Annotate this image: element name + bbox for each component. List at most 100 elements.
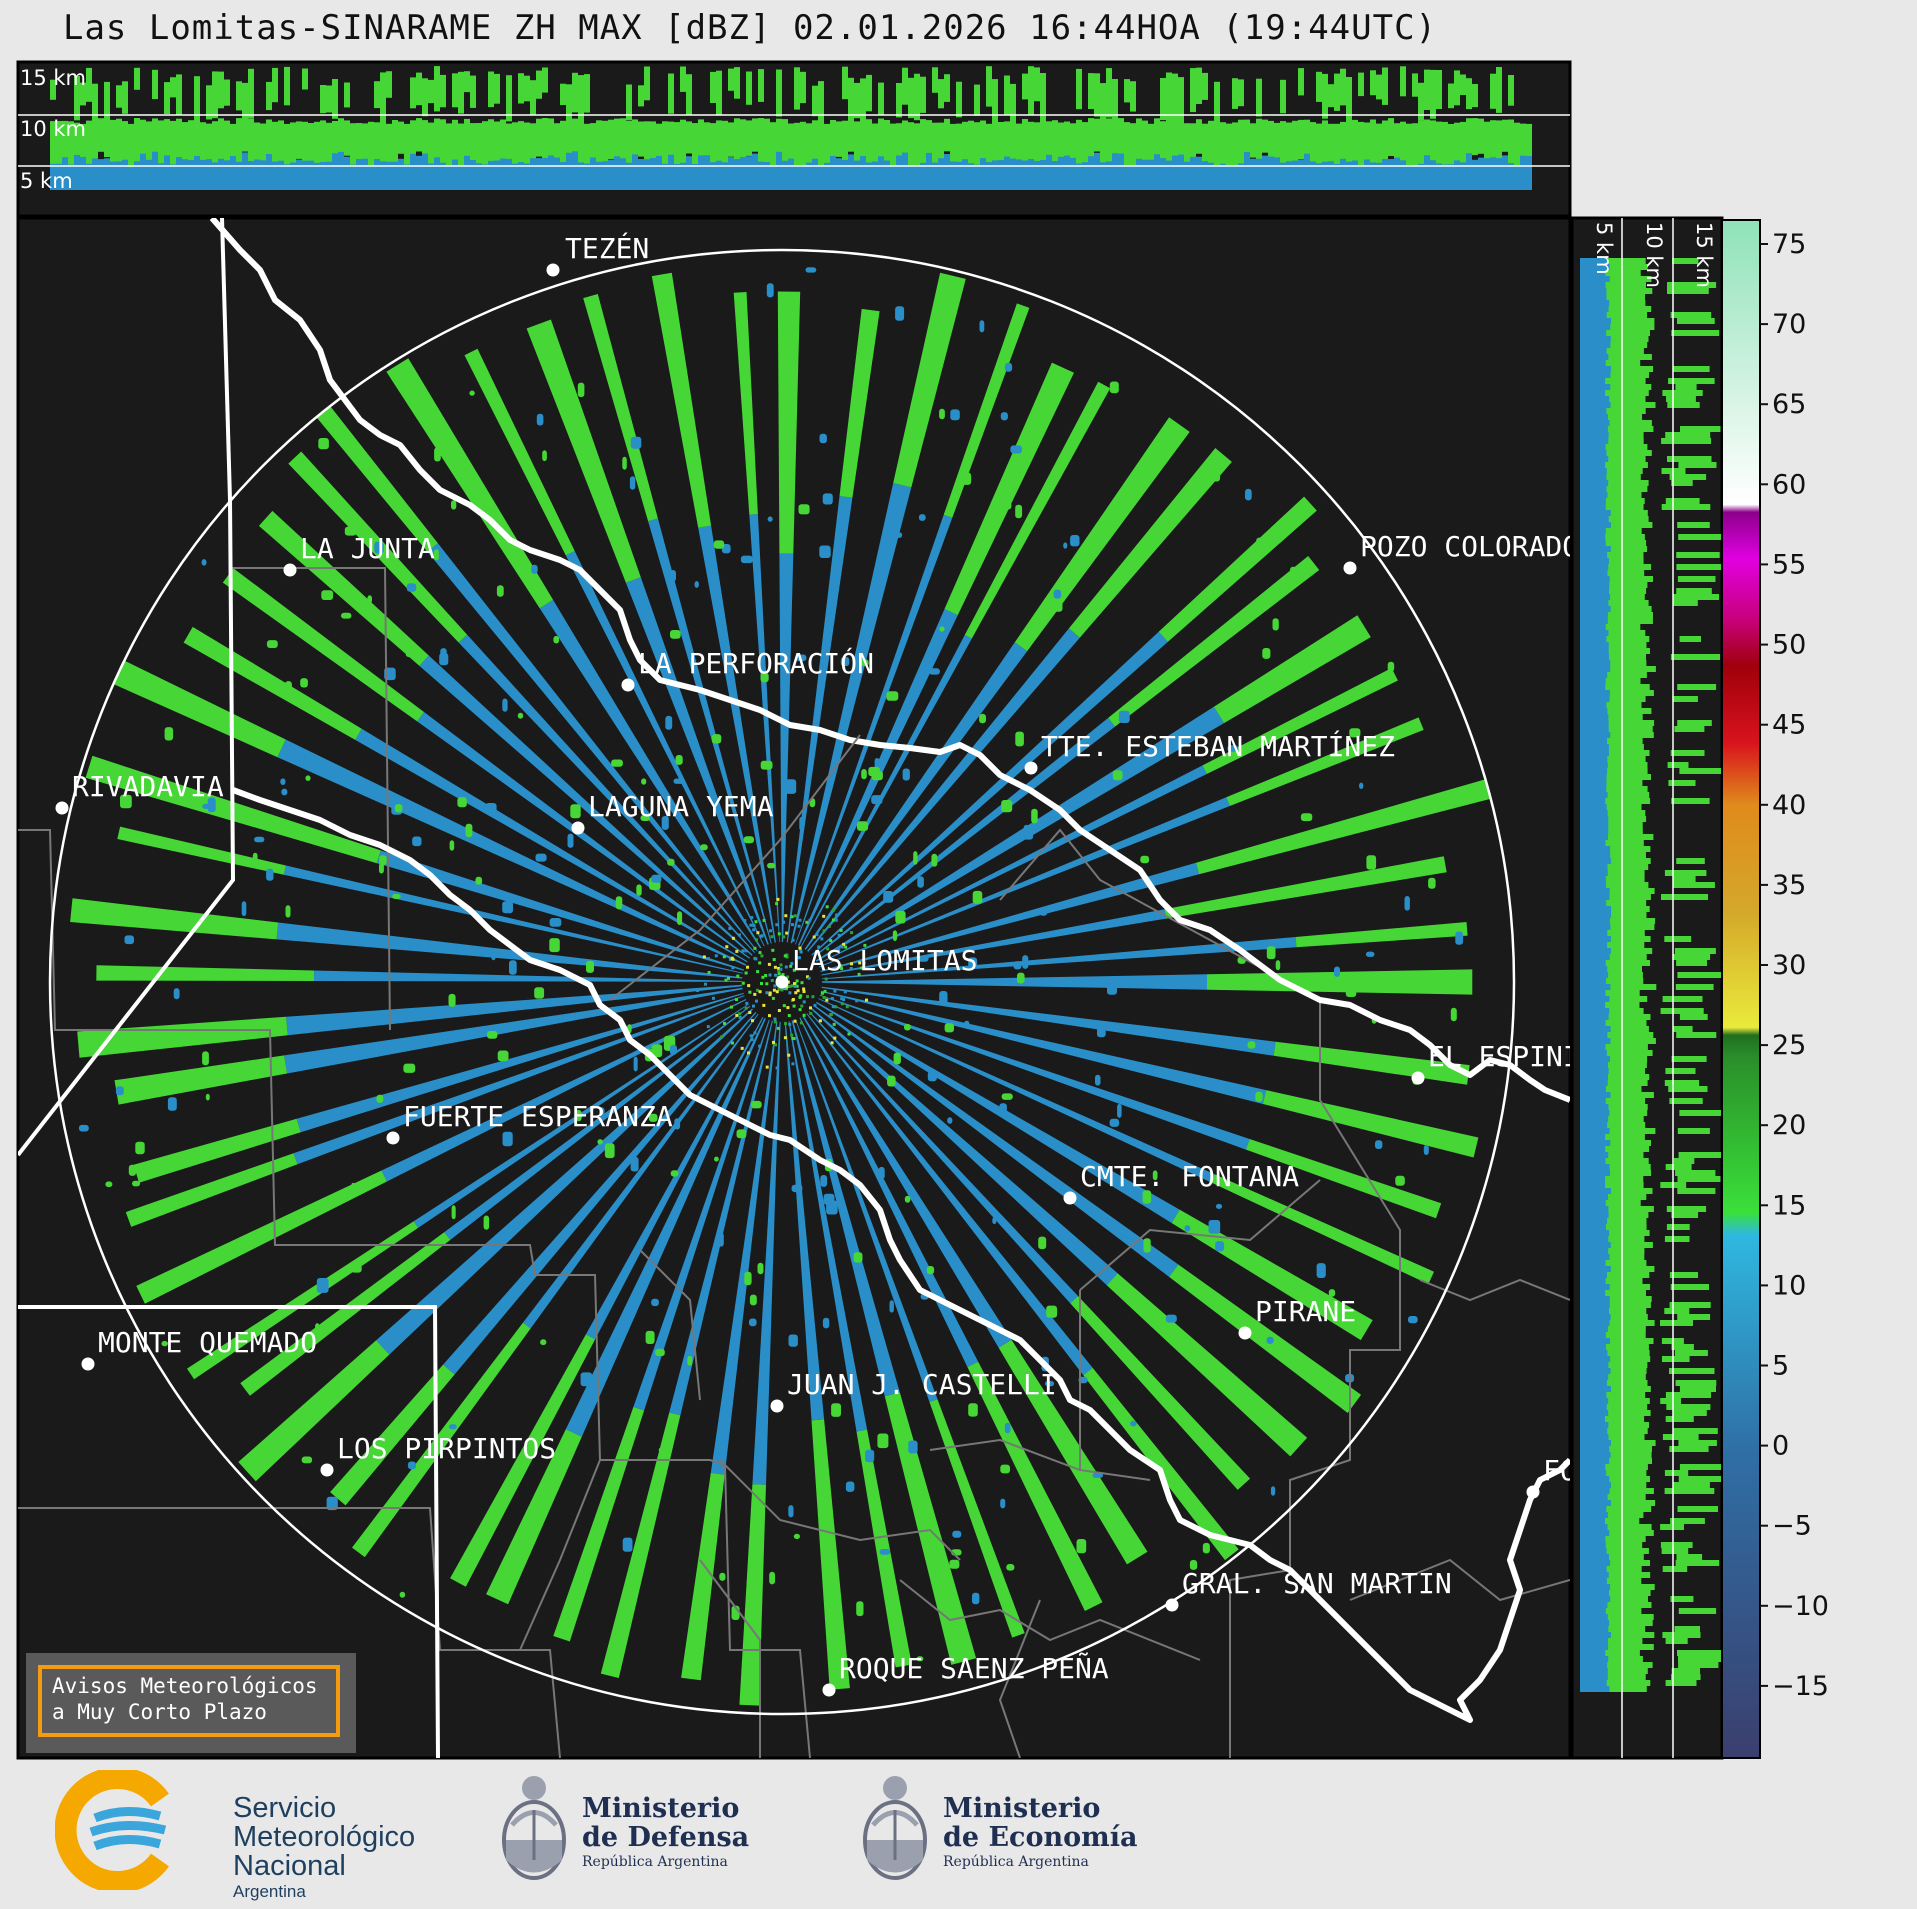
- clutter-pixel: [790, 962, 794, 966]
- clutter-pixel: [802, 987, 806, 991]
- profile-column: [440, 74, 446, 108]
- city-marker[interactable]: [81, 1357, 95, 1371]
- city-marker[interactable]: [1411, 1071, 1425, 1085]
- city-marker[interactable]: [775, 975, 789, 989]
- profile-column: [1580, 660, 1617, 666]
- city-marker[interactable]: [1238, 1326, 1252, 1340]
- echo-speckle: [1290, 566, 1297, 576]
- profile-column: [908, 77, 914, 119]
- city-marker[interactable]: [822, 1683, 836, 1697]
- profile-column: [464, 71, 470, 93]
- profile-column: [1607, 942, 1645, 948]
- profile-column: [926, 120, 932, 153]
- city-marker[interactable]: [283, 563, 297, 577]
- city-marker[interactable]: [1526, 1485, 1540, 1499]
- city-marker[interactable]: [55, 801, 69, 815]
- echo-speckle: [487, 1031, 498, 1039]
- city-marker[interactable]: [1165, 1598, 1179, 1612]
- clutter-pixel: [829, 1013, 833, 1016]
- clutter-pixel: [741, 949, 745, 953]
- profile-column: [164, 153, 170, 190]
- profile-column: [206, 123, 212, 160]
- echo-speckle: [749, 1294, 757, 1306]
- city-marker[interactable]: [770, 1399, 784, 1413]
- profile-column: [1112, 120, 1118, 154]
- echo-speckle: [636, 884, 642, 896]
- clutter-pixel: [825, 905, 829, 909]
- echo-speckle: [406, 583, 417, 592]
- profile-column: [1610, 522, 1653, 528]
- colorbar-tick-label: 20: [1772, 1110, 1806, 1141]
- profile-column: [1430, 140, 1436, 190]
- profile-column: [1334, 123, 1340, 164]
- profile-column: [344, 82, 350, 108]
- echo-ray-inner: [821, 986, 1276, 1056]
- echo-speckle: [374, 541, 384, 554]
- city-marker[interactable]: [1063, 1191, 1077, 1205]
- profile-column: [1580, 432, 1614, 438]
- city-marker[interactable]: [546, 263, 560, 277]
- profile-column: [302, 155, 308, 190]
- profile-column: [1605, 462, 1648, 468]
- profile-column: [1665, 432, 1711, 438]
- echo-speckle: [316, 1278, 329, 1293]
- profile-column: [1580, 870, 1622, 876]
- profile-column: [1034, 67, 1040, 102]
- profile-column: [1580, 1398, 1612, 1404]
- profile-column: [182, 122, 188, 160]
- city-marker[interactable]: [386, 1131, 400, 1145]
- profile-column: [1580, 804, 1623, 810]
- profile-column: [536, 70, 542, 99]
- echo-speckle: [658, 1447, 668, 1453]
- echo-speckle: [677, 911, 683, 925]
- echo-speckle: [1000, 1464, 1010, 1474]
- echo-speckle: [252, 852, 258, 867]
- profile-column: [1662, 390, 1703, 396]
- profile-column: [1580, 1092, 1624, 1098]
- clutter-pixel: [728, 957, 732, 961]
- profile-column: [482, 121, 488, 165]
- profile-column: [242, 118, 248, 152]
- profile-column: [1608, 456, 1646, 462]
- profile-column: [1418, 120, 1424, 164]
- profile-column: [1580, 1206, 1622, 1212]
- profile-column: [1208, 145, 1214, 190]
- city-marker[interactable]: [621, 678, 635, 692]
- city-marker[interactable]: [1343, 561, 1357, 575]
- smn-line4: Argentina: [233, 1882, 306, 1901]
- profile-column: [728, 68, 734, 91]
- profile-column: [494, 145, 500, 190]
- profile-column: [1376, 123, 1382, 163]
- profile-column: [938, 148, 944, 190]
- aviso-badge[interactable]: Avisos Meteorológicos a Muy Corto Plazo: [26, 1653, 356, 1753]
- echo-speckle: [1023, 831, 1034, 840]
- echo-speckle: [1266, 1336, 1274, 1344]
- echo-ray-outer: [1213, 615, 1371, 724]
- echo-ray-inner: [585, 1017, 764, 1340]
- profile-column: [1346, 118, 1352, 162]
- echo-speckle: [916, 1656, 924, 1662]
- city-marker[interactable]: [1024, 761, 1038, 775]
- echo-speckle: [1053, 589, 1062, 599]
- profile-column: [1670, 312, 1712, 318]
- side-profile-echoes: [1580, 258, 1722, 1692]
- profile-column: [1580, 1296, 1629, 1302]
- city-marker[interactable]: [571, 821, 585, 835]
- profile-column: [1610, 1170, 1652, 1176]
- clutter-pixel: [793, 914, 797, 918]
- clutter-pixel: [858, 961, 862, 965]
- profile-column: [1609, 276, 1652, 282]
- profile-column: [1609, 1230, 1650, 1236]
- profile-column: [1607, 1326, 1646, 1332]
- echo-speckle: [1208, 1220, 1221, 1234]
- clutter-pixel: [762, 1003, 766, 1007]
- profile-column: [1580, 786, 1630, 792]
- profile-column: [836, 158, 842, 190]
- profile-column: [1608, 1626, 1646, 1632]
- echo-speckle: [749, 1318, 757, 1327]
- profile-column: [1580, 1434, 1622, 1440]
- profile-column: [1490, 73, 1496, 109]
- profile-column: [1580, 1548, 1615, 1554]
- city-marker[interactable]: [320, 1463, 334, 1477]
- profile-column: [122, 144, 128, 190]
